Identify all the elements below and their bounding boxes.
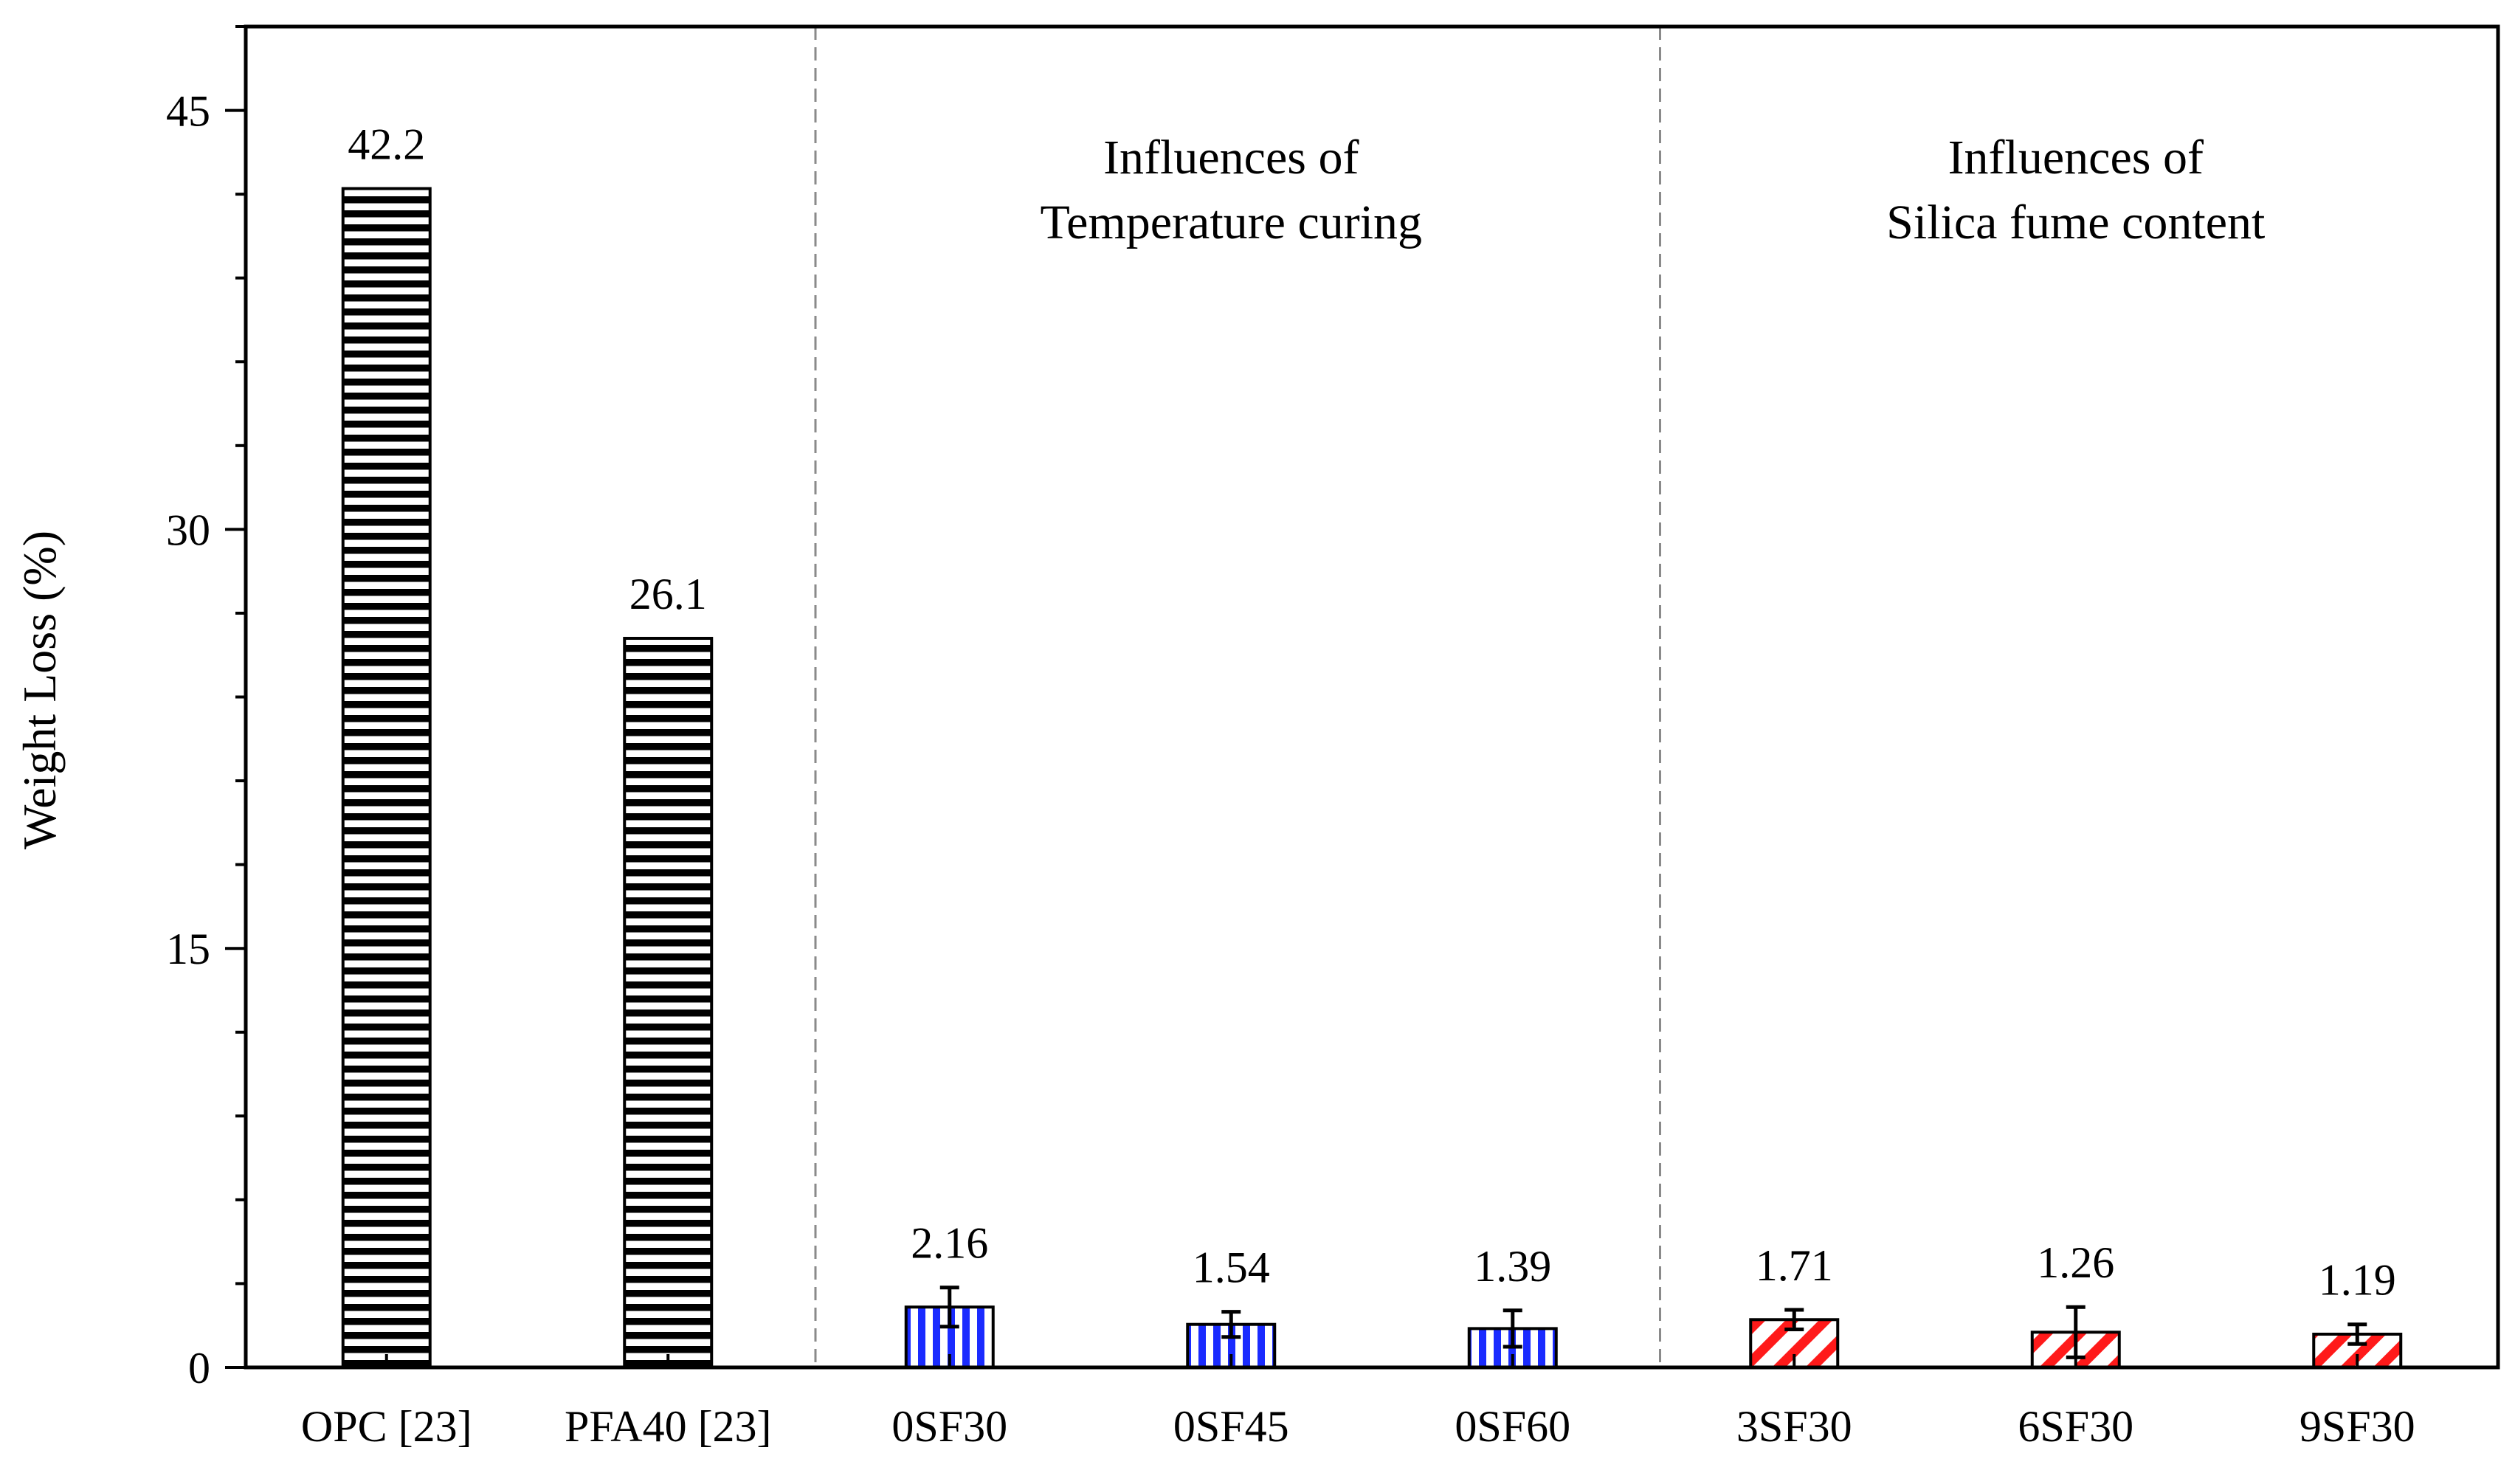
y-axis: 0 15 30 45 [166, 25, 246, 1392]
group-annotation-line: Silica fume content [1886, 196, 2265, 249]
value-label: 1.39 [1474, 1242, 1551, 1291]
error-bar [1784, 1308, 1804, 1332]
plot-frame [244, 24, 2500, 1370]
error-bar [2347, 1322, 2367, 1346]
error-bar [939, 1285, 959, 1329]
bars [341, 187, 2403, 1370]
value-label: 1.54 [1193, 1243, 1270, 1292]
value-label: 26.1 [629, 570, 707, 618]
value-label: 1.26 [2037, 1238, 2114, 1287]
x-tick-label: PFA40 [23] [565, 1402, 772, 1451]
value-labels: 42.2 26.1 2.16 1.54 1.39 1.71 1.26 1.19 [348, 120, 2396, 1305]
y-axis-title: Weight Loss (%) [13, 531, 66, 849]
error-bar [1221, 1310, 1241, 1339]
y-tick-label: 30 [166, 505, 210, 554]
x-axis: OPC [23] PFA40 [23] 0SF30 0SF45 0SF60 3SF30 6S… [301, 1354, 2415, 1451]
y-axis-title-group: Weight Loss (%) [13, 531, 66, 849]
x-tick-label: 6SF30 [2018, 1402, 2133, 1451]
bar-opc-23 [341, 187, 432, 1369]
group-annotation-line: Influences of [1103, 131, 1359, 184]
x-tick-label: 0SF45 [1173, 1402, 1289, 1451]
x-tick-label: OPC [23] [301, 1402, 472, 1451]
value-label: 1.71 [1756, 1241, 1833, 1290]
x-tick-label: 3SF30 [1736, 1402, 1852, 1451]
y-tick-label: 0 [188, 1344, 210, 1392]
x-tick-label: 0SF30 [891, 1402, 1007, 1451]
group-annotations: Influences of Temperature curing Influence… [1040, 131, 2265, 249]
group-annotation-line: Influences of [1948, 131, 2204, 184]
error-bar [1503, 1308, 1522, 1349]
error-bars [939, 1285, 2367, 1359]
y-tick-label: 15 [166, 925, 210, 973]
value-label: 42.2 [348, 120, 425, 169]
x-tick-label: 0SF60 [1455, 1402, 1570, 1451]
value-label: 1.19 [2319, 1256, 2396, 1305]
y-tick-label: 45 [166, 87, 210, 136]
value-label: 2.16 [911, 1219, 988, 1268]
group-separators [814, 27, 1661, 1367]
bar-pfa40-23 [623, 637, 714, 1369]
x-tick-label: 9SF30 [2300, 1402, 2415, 1451]
group-annotation-line: Temperature curing [1040, 196, 1422, 249]
